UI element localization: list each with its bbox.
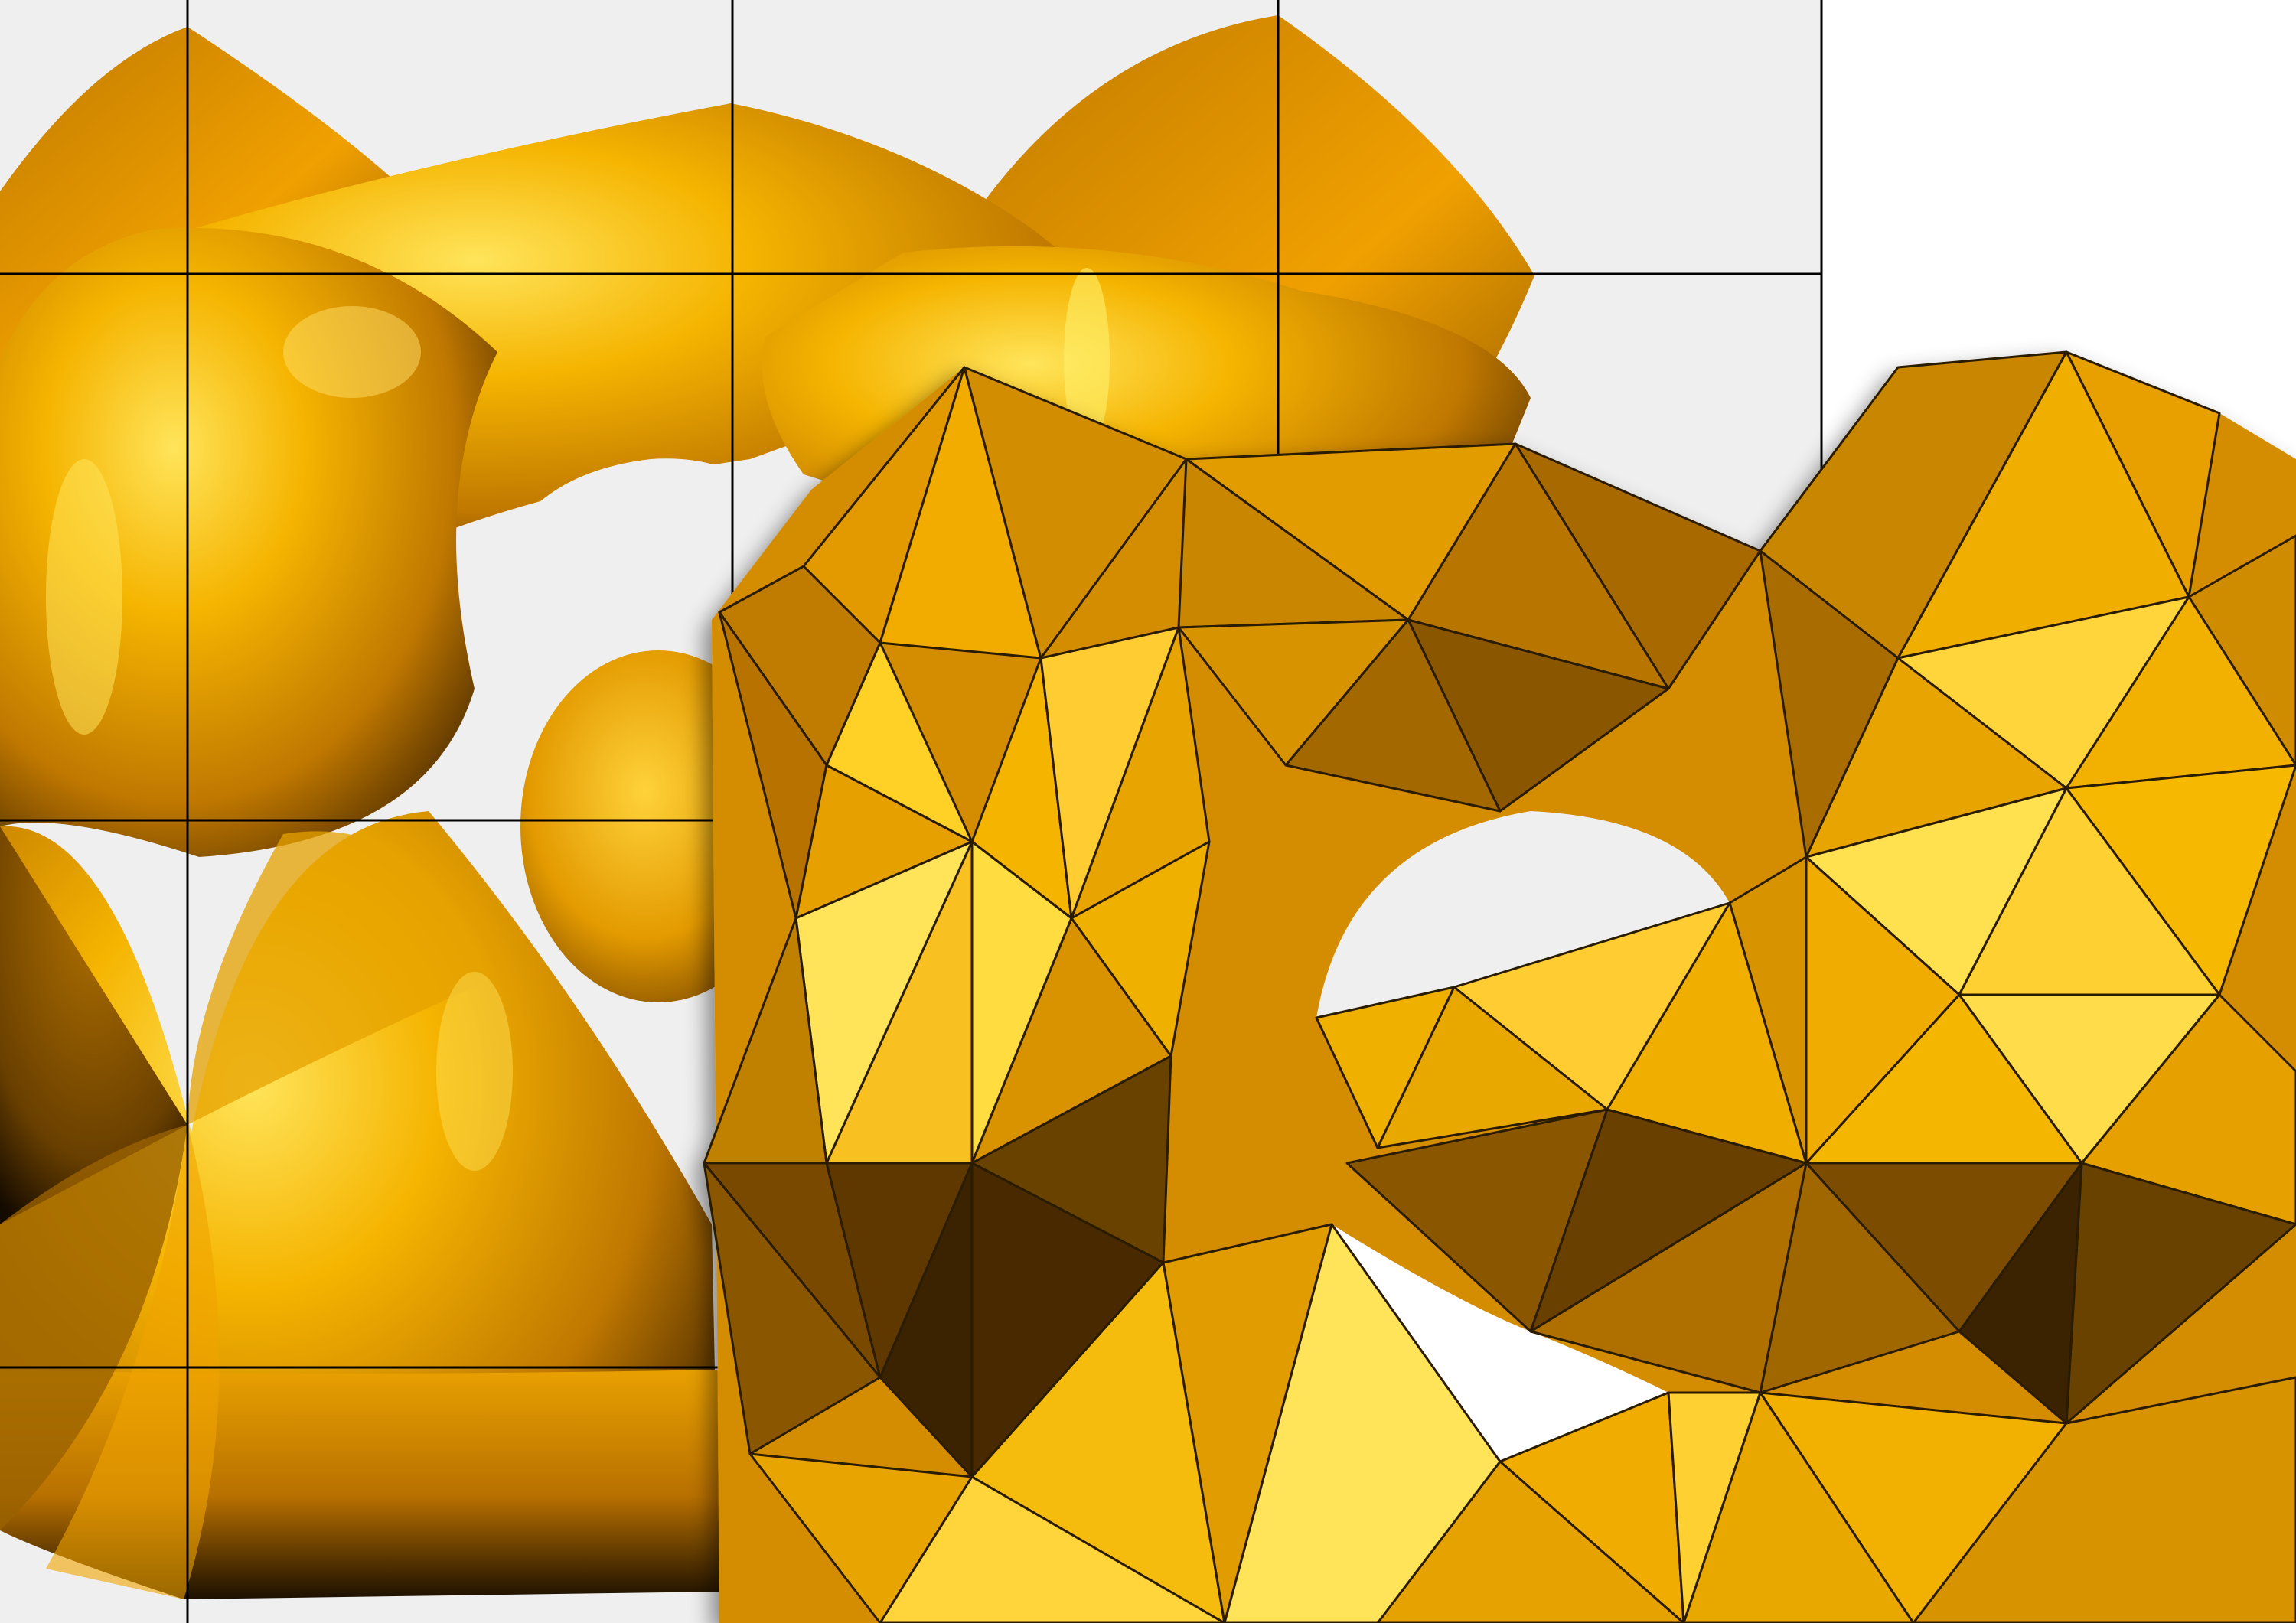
triangle-mesh [703, 350, 2296, 1623]
